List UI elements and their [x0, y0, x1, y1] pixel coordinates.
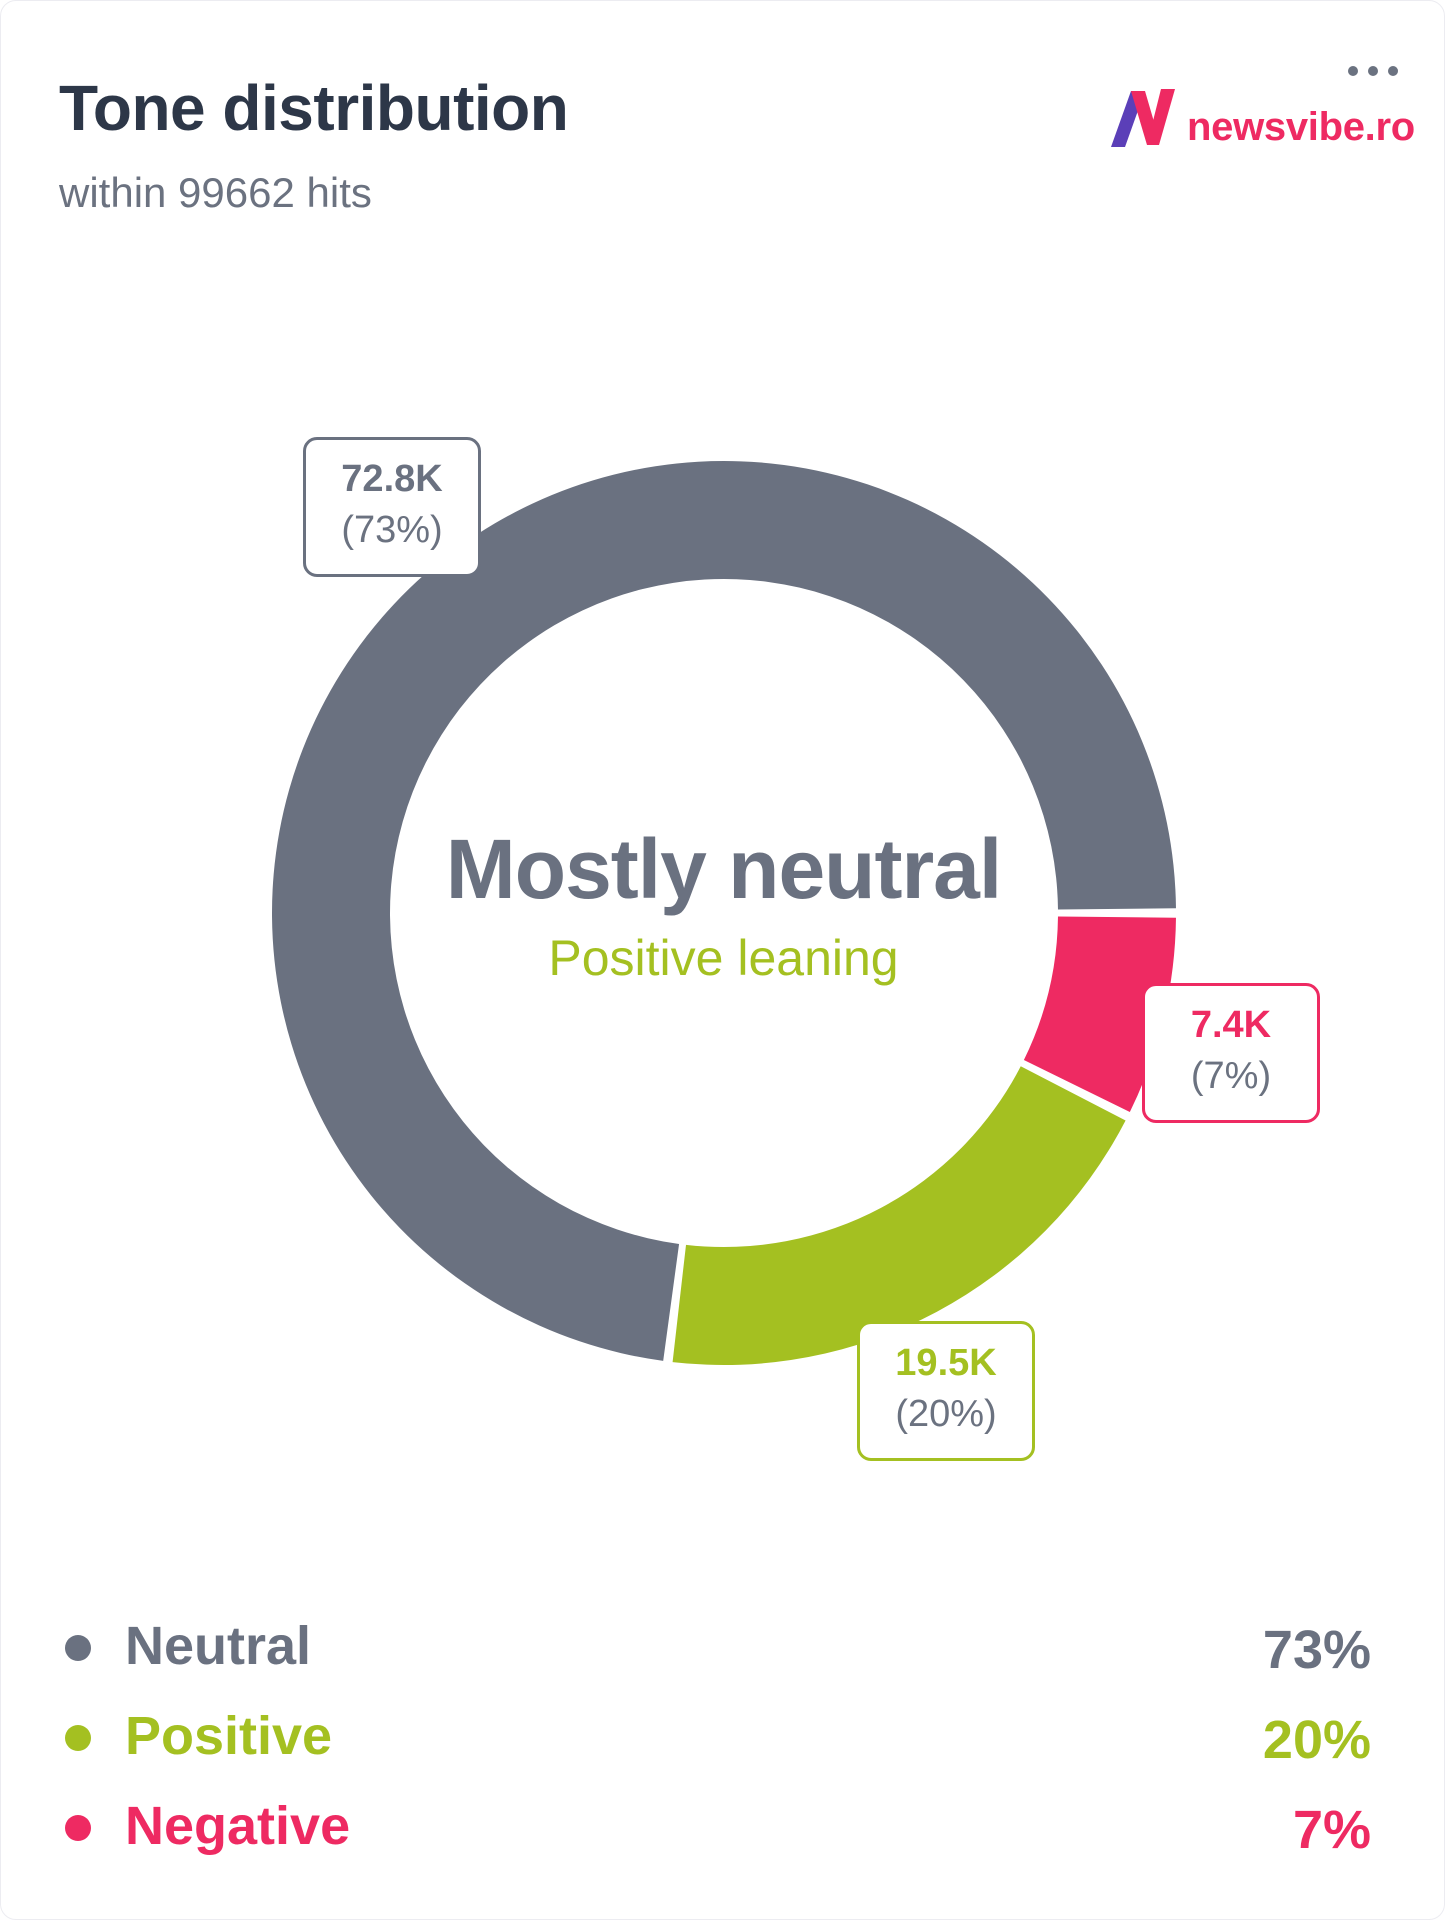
callout-neutral: 72.8K (73%): [303, 437, 481, 577]
legend-item-positive[interactable]: Positive 20%: [61, 1701, 1371, 1771]
legend-label-neutral: Neutral: [125, 1616, 312, 1676]
legend-label-negative: Negative: [125, 1796, 351, 1856]
legend-value-neutral: 73%: [1262, 1620, 1371, 1680]
newsvibe-logo: newsvibe.ro: [1107, 81, 1427, 153]
more-options-button[interactable]: [1337, 53, 1409, 89]
donut-slice-positive[interactable]: [672, 1066, 1126, 1365]
card-title: Tone distribution: [59, 72, 569, 144]
callout-positive: 19.5K (20%): [857, 1321, 1035, 1461]
donut-chart: [272, 461, 1176, 1365]
chart-center-subtitle: Positive leaning: [548, 930, 899, 986]
newsvibe-n-logo-icon: [1111, 89, 1175, 147]
legend-item-negative[interactable]: Negative 7%: [61, 1791, 1371, 1861]
more-horizontal-icon: [1348, 66, 1398, 76]
logo-name: newsvibe.ro: [1187, 105, 1415, 149]
card-subtitle: within 99662 hits: [59, 169, 372, 216]
callout-positive-percent: (20%): [895, 1393, 997, 1435]
callout-negative-value: 7.4K: [1190, 1004, 1272, 1046]
legend-dot-positive: [65, 1725, 91, 1751]
legend-item-neutral[interactable]: Neutral 73%: [61, 1611, 1371, 1681]
legend-value-negative: 7%: [1292, 1800, 1371, 1860]
callout-positive-value: 19.5K: [895, 1342, 997, 1384]
legend-value-positive: 20%: [1262, 1710, 1371, 1770]
legend-dot-neutral: [65, 1635, 91, 1661]
callout-neutral-percent: (73%): [341, 509, 443, 551]
chart-center-title: Mostly neutral: [445, 822, 1002, 916]
donut-slice-negative[interactable]: [1023, 916, 1176, 1112]
legend-label-positive: Positive: [125, 1706, 333, 1766]
callout-negative-percent: (7%): [1190, 1055, 1272, 1097]
callout-negative: 7.4K (7%): [1142, 983, 1320, 1123]
legend-dot-negative: [65, 1815, 91, 1841]
callout-neutral-value: 72.8K: [341, 458, 443, 500]
